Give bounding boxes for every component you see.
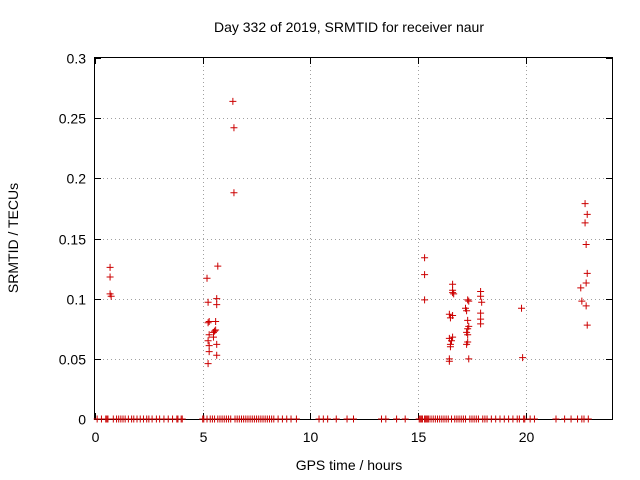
- data-point: [106, 273, 114, 281]
- data-point: [582, 241, 590, 249]
- zero-data-point: [178, 415, 186, 423]
- data-point: [214, 262, 222, 270]
- data-point: [213, 295, 221, 303]
- y-tick-label: 0.2: [67, 171, 87, 187]
- data-point: [212, 318, 220, 326]
- chart-title: Day 332 of 2019, SRMTID for receiver nau…: [214, 19, 484, 35]
- data-point: [464, 331, 472, 339]
- data-point: [204, 337, 212, 345]
- data-point: [450, 290, 458, 298]
- axes: 0 0.05 0.1 0.15 0.2 0.25 0.3 0 5 10 15 20: [59, 51, 612, 445]
- x-tick-label: 5: [200, 429, 208, 445]
- y-tick-label: 0.1: [67, 292, 87, 308]
- y-tick-label: 0.15: [59, 232, 86, 248]
- zero-data-point: [530, 415, 538, 423]
- data-point: [463, 340, 471, 348]
- data-point: [205, 331, 213, 339]
- data-point: [449, 333, 457, 341]
- data-point: [213, 340, 221, 348]
- data-point: [464, 316, 472, 324]
- zero-data-point: [350, 415, 357, 423]
- x-axis-label: GPS time / hours: [296, 457, 403, 473]
- data-point: [204, 298, 212, 306]
- data-point: [213, 301, 221, 309]
- data-point: [449, 312, 457, 320]
- data-point: [582, 279, 590, 287]
- data-point: [581, 219, 589, 227]
- plot-frame: [94, 57, 613, 420]
- zero-data-point: [292, 415, 300, 423]
- data-point: [211, 327, 219, 335]
- data-point: [230, 124, 238, 132]
- data-point: [583, 321, 591, 329]
- data-point: [583, 269, 591, 277]
- zero-data-point: [401, 415, 409, 423]
- data-point: [577, 284, 585, 292]
- data-point: [421, 254, 429, 262]
- zero-data-point: [567, 415, 575, 423]
- data-point: [107, 292, 115, 300]
- zero-data-point: [382, 415, 390, 423]
- data-point: [464, 296, 472, 304]
- zero-data-point: [584, 415, 592, 423]
- data-point: [421, 271, 429, 279]
- data-point: [464, 325, 472, 333]
- data-point: [205, 348, 213, 356]
- y-tick-label: 0.3: [67, 51, 87, 67]
- data-point: [445, 357, 453, 365]
- data-point: [448, 337, 456, 345]
- data-point: [445, 310, 453, 318]
- data-points: [93, 97, 592, 423]
- data-point: [230, 189, 238, 197]
- x-tick-label: 15: [411, 429, 427, 445]
- data-point: [582, 302, 590, 310]
- grid: [95, 58, 612, 419]
- data-point: [463, 307, 471, 315]
- data-point: [519, 354, 527, 362]
- zero-data-point: [343, 415, 351, 423]
- data-point: [477, 320, 485, 328]
- data-point: [203, 274, 211, 282]
- data-point: [204, 360, 212, 368]
- data-point: [205, 318, 213, 326]
- data-point: [583, 210, 591, 218]
- data-point: [205, 342, 213, 350]
- x-tick-label: 0: [92, 429, 100, 445]
- y-tick-label: 0: [78, 412, 86, 428]
- zero-data-point: [561, 415, 569, 423]
- data-point: [212, 326, 220, 334]
- data-point: [213, 351, 221, 359]
- zero-data-point: [332, 415, 340, 423]
- data-point: [106, 263, 114, 271]
- y-tick-label: 0.25: [59, 111, 86, 127]
- data-point: [477, 309, 485, 317]
- data-point: [477, 292, 485, 300]
- zero-data-point: [393, 415, 401, 423]
- x-tick-label: 20: [519, 429, 535, 445]
- zero-data-point: [552, 415, 560, 423]
- data-point: [465, 355, 473, 363]
- y-tick-label: 0.05: [59, 352, 86, 368]
- data-point: [446, 343, 454, 351]
- data-point: [518, 304, 526, 312]
- data-point: [465, 297, 473, 305]
- data-point: [449, 280, 457, 288]
- data-point: [578, 297, 586, 305]
- data-point: [581, 200, 589, 208]
- data-point: [229, 97, 237, 105]
- data-point: [478, 298, 486, 306]
- x-tick-label: 10: [303, 429, 319, 445]
- data-point: [421, 296, 429, 304]
- data-point: [204, 319, 212, 327]
- data-point: [449, 289, 457, 297]
- zero-data-point: [324, 415, 332, 423]
- y-axis-label: SRMTID / TECUs: [5, 183, 21, 293]
